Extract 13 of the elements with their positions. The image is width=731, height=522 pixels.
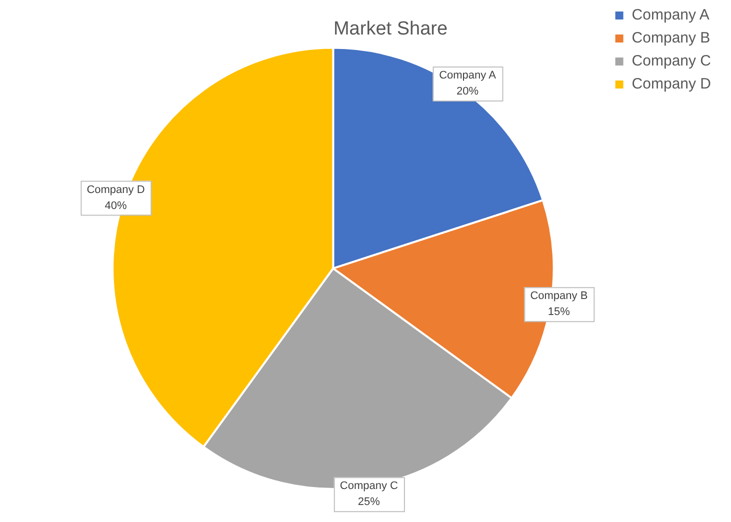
legend-label: Company A [632, 6, 710, 24]
data-label: 25% [358, 496, 380, 508]
legend-label: Company C [632, 52, 712, 70]
slice-label: Company C [340, 480, 398, 492]
slice-label: Company A [439, 69, 497, 82]
legend-label: Company D [632, 76, 712, 93]
text: Market Share [333, 18, 448, 40]
legend-label: Company B [632, 30, 710, 47]
slice-label: Company B [530, 290, 588, 302]
data-label: 15% [548, 306, 570, 318]
data-label: 40% [104, 200, 127, 212]
data-label: 20% [456, 85, 479, 98]
slice-label: Company D [86, 184, 145, 196]
